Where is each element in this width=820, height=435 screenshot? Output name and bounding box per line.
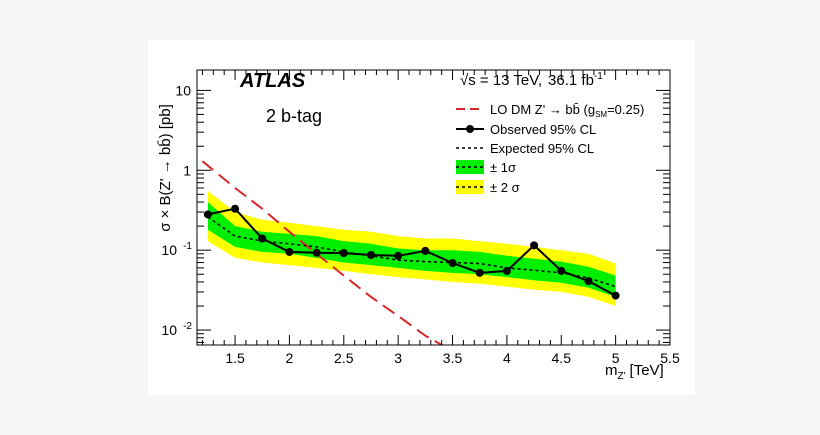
x-tick-label: 5.5	[660, 350, 680, 366]
observed-limit-line	[207, 207, 617, 297]
luminosity-label: 36.1 fb	[548, 72, 594, 89]
y-axis-label: σ × B(Z' → bb̄) [pb]	[157, 104, 174, 232]
y-tick-label: 10	[161, 322, 177, 338]
band-1sigma	[207, 202, 616, 297]
y-tick-label: 10	[161, 242, 177, 258]
x-axis-label: mZ' [TeV]	[605, 362, 664, 382]
observed-point	[530, 241, 539, 250]
category-label: 2 b-tag	[266, 106, 322, 126]
legend-expected-label: Expected 95% CL	[490, 141, 594, 156]
x-tick-label: 4.5	[552, 350, 572, 366]
observed-point	[231, 204, 240, 213]
observed-point	[312, 248, 321, 257]
x-tick-label: 1.5	[225, 350, 245, 366]
experiment-label: ATLAS	[239, 70, 306, 92]
observed-point	[421, 246, 430, 255]
x-tick-label: 3	[394, 350, 402, 366]
observed-point	[203, 210, 212, 219]
observed-point	[584, 277, 593, 286]
observed-point	[366, 250, 375, 259]
observed-point	[339, 249, 348, 258]
x-tick-label: 3.5	[443, 350, 463, 366]
expected-limit-line	[207, 216, 616, 288]
luminosity-exponent: -1	[594, 71, 603, 82]
x-tick-label: 2	[286, 350, 294, 366]
observed-point	[285, 247, 294, 256]
x-axis-label-sub: Z'	[618, 371, 626, 382]
legend-band1-label: ± 1σ	[490, 160, 516, 175]
x-axis-label-unit: [TeV]	[630, 362, 664, 379]
plot-frame	[196, 69, 671, 346]
x-tick-label: 4	[503, 350, 511, 366]
y-tick-exponent: -2	[183, 321, 192, 332]
legend-observed-label: Observed 95% CL	[490, 122, 596, 137]
legend-theory-sub: SM	[595, 110, 607, 119]
legend-band2-label: ± 2 σ	[490, 180, 520, 195]
y-tick-label: 10	[175, 82, 191, 98]
observed-point	[557, 266, 566, 275]
observed-point	[448, 259, 457, 268]
observed-point	[611, 291, 620, 300]
x-axis-label-main: m	[605, 362, 618, 379]
observed-point	[258, 234, 267, 243]
y-tick-exponent: -1	[183, 241, 192, 252]
observed-point	[475, 268, 484, 277]
legend-theory-tail: =0.25)	[607, 102, 644, 117]
y-tick-label: 1	[183, 162, 191, 178]
plot-canvas: 1.5 2 2.5 3 3.5 4 4.5 5 5.5 10 1 10 -1 10 -2 σ × B(Z' …	[148, 40, 695, 395]
x-tick-label: 5	[612, 350, 620, 366]
legend-theory-text: LO DM Z' → bb̄ (g	[490, 102, 595, 117]
energy-label: √s = 13 TeV,	[460, 72, 542, 89]
legend-observed-marker	[466, 125, 474, 133]
observed-point	[502, 266, 511, 275]
x-tick-label: 2.5	[334, 350, 354, 366]
exclusion-limit-chart: 1.5 2 2.5 3 3.5 4 4.5 5 5.5 10 1 10 -1 10 -2 σ × B(Z' …	[157, 69, 680, 382]
legend: LO DM Z' → bb̄ (gSM=0.25) Observed 95% C…	[456, 102, 644, 195]
legend-theory-label: LO DM Z' → bb̄ (gSM=0.25)	[490, 102, 644, 119]
observed-point	[394, 251, 403, 260]
energy-lumi-label: √s = 13 TeV, 36.1 fb-1	[460, 71, 603, 89]
